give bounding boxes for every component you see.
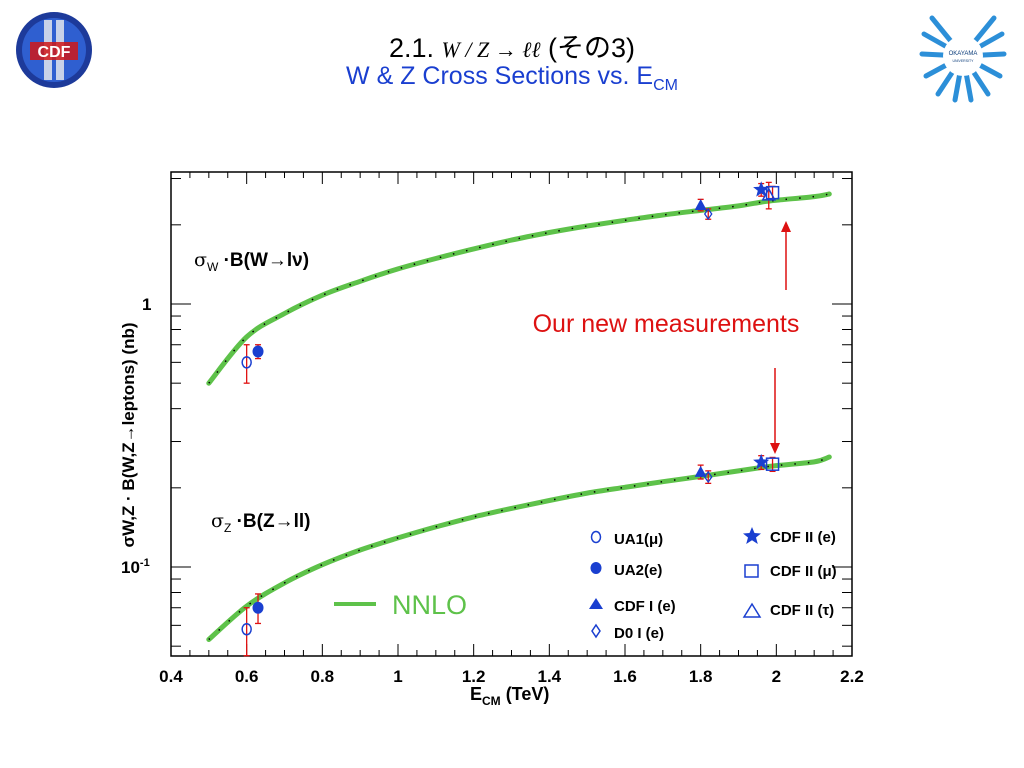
w-label-sub: W	[207, 260, 219, 274]
marker-d0	[703, 207, 713, 221]
legend-cdf1-label: CDF I (e)	[614, 598, 676, 615]
subtitle-sub: CM	[653, 77, 678, 94]
x-tick-label: 1	[393, 667, 402, 686]
y-tick-label-base: 10	[121, 558, 140, 577]
x-tick-label: 1.2	[462, 667, 486, 686]
y-tick-labels: 1 10-1	[121, 295, 151, 577]
annotation-text: Our new measurements	[533, 310, 800, 338]
slide-subtitle: W & Z Cross Sections vs. ECM	[0, 62, 1024, 95]
x-tick-label: 1.8	[689, 667, 713, 686]
legend-cdf2mu-marker	[744, 564, 759, 578]
z-curve-label: σZ ·B(Z→ll)	[211, 510, 310, 535]
x-axis-label-sub: CM	[482, 694, 501, 708]
legend-cdf2e-marker	[743, 527, 761, 544]
annotation-arrowhead-down	[770, 443, 780, 454]
w-curve-label: σW ·B(W→lν)	[194, 249, 309, 274]
marker-cdf1	[694, 465, 707, 477]
x-tick-label: 1.6	[613, 667, 637, 686]
annotation-arrowhead-up	[781, 221, 791, 232]
svg-text:CDF: CDF	[38, 44, 71, 61]
nnlo-curve-w	[206, 191, 832, 386]
marker-ua1	[241, 622, 252, 636]
z-label-sub: Z	[224, 521, 231, 535]
marker-cdf2e	[753, 453, 770, 470]
marker-cdf2tau	[761, 187, 777, 201]
okayama-university-logo: OKAYAMA UNIVERSITY	[919, 15, 1007, 103]
data-points	[241, 181, 780, 636]
legend-ua1-marker	[590, 530, 602, 544]
cdf-logo: CDF	[16, 12, 92, 88]
x-tick-label: 0.8	[311, 667, 335, 686]
title-formula: W / Z → ℓℓ	[441, 37, 541, 62]
z-label-text: ·B(Z→ll)	[231, 511, 310, 532]
y-tick-label-base: 1	[142, 295, 151, 314]
marker-legend: UA1(μ) UA2(e) CDF I (e) D0 I (e) CDF II …	[589, 527, 837, 642]
y-axis-label: σW,Z · B(W,Z→leptons) (nb)	[119, 322, 138, 547]
x-tick-labels: 0.4 0.6 0.8 1 1.2 1.4 1.6 1.8 2 2.2	[159, 667, 864, 686]
x-tick-label: 2.2	[840, 667, 864, 686]
svg-text:OKAYAMA: OKAYAMA	[949, 51, 978, 57]
y-tick-label-exp: -1	[140, 557, 150, 569]
marker-cdf1	[694, 198, 707, 210]
title-suffix: (その3)	[540, 33, 636, 63]
legend-ua1-label: UA1(μ)	[614, 531, 663, 548]
x-axis-label-main: E	[470, 684, 482, 704]
legend-cdf2tau-label: CDF II (τ)	[770, 602, 834, 619]
svg-text:UNIVERSITY: UNIVERSITY	[952, 59, 974, 63]
axis-ticks	[170, 172, 853, 656]
marker-cdf2e	[753, 181, 770, 197]
title-prefix: 2.1.	[388, 33, 442, 63]
x-axis-label: ECM (TeV)	[470, 684, 549, 708]
w-label-text: ·B(W→lν)	[218, 250, 309, 271]
legend-ua2-label: UA2(e)	[614, 562, 662, 579]
z-label-sym: σ	[211, 510, 224, 532]
x-tick-label: 0.6	[235, 667, 259, 686]
slide-title: 2.1. W / Z → ℓℓ (その3)	[0, 26, 1024, 65]
marker-d0	[703, 470, 713, 484]
w-label-sym: σ	[194, 249, 207, 271]
marker-ua1	[241, 356, 252, 369]
x-tick-label: 0.4	[159, 667, 183, 686]
subtitle-main: W & Z Cross Sections vs. E	[346, 62, 654, 90]
x-tick-label: 1.4	[538, 667, 562, 686]
legend-cdf1-marker	[589, 598, 603, 609]
legend-cdf2mu-label: CDF II (μ)	[770, 563, 837, 580]
marker-ua2	[252, 345, 264, 358]
legend-ua2-marker	[590, 562, 602, 574]
legend-cdf2e-label: CDF II (e)	[770, 529, 836, 546]
legend-d0-marker	[591, 623, 601, 639]
marker-cdf2mu	[765, 457, 780, 471]
y-tick-label: 1	[142, 295, 151, 314]
x-tick-label: 2	[772, 667, 781, 686]
nnlo-legend-label: NNLO	[392, 590, 467, 620]
y-tick-label: 10-1	[121, 557, 150, 577]
x-axis-label-rest: (TeV)	[501, 684, 550, 704]
legend-cdf2tau-marker	[742, 602, 762, 618]
marker-ua2	[252, 601, 264, 614]
legend-d0-label: D0 I (e)	[614, 625, 664, 642]
